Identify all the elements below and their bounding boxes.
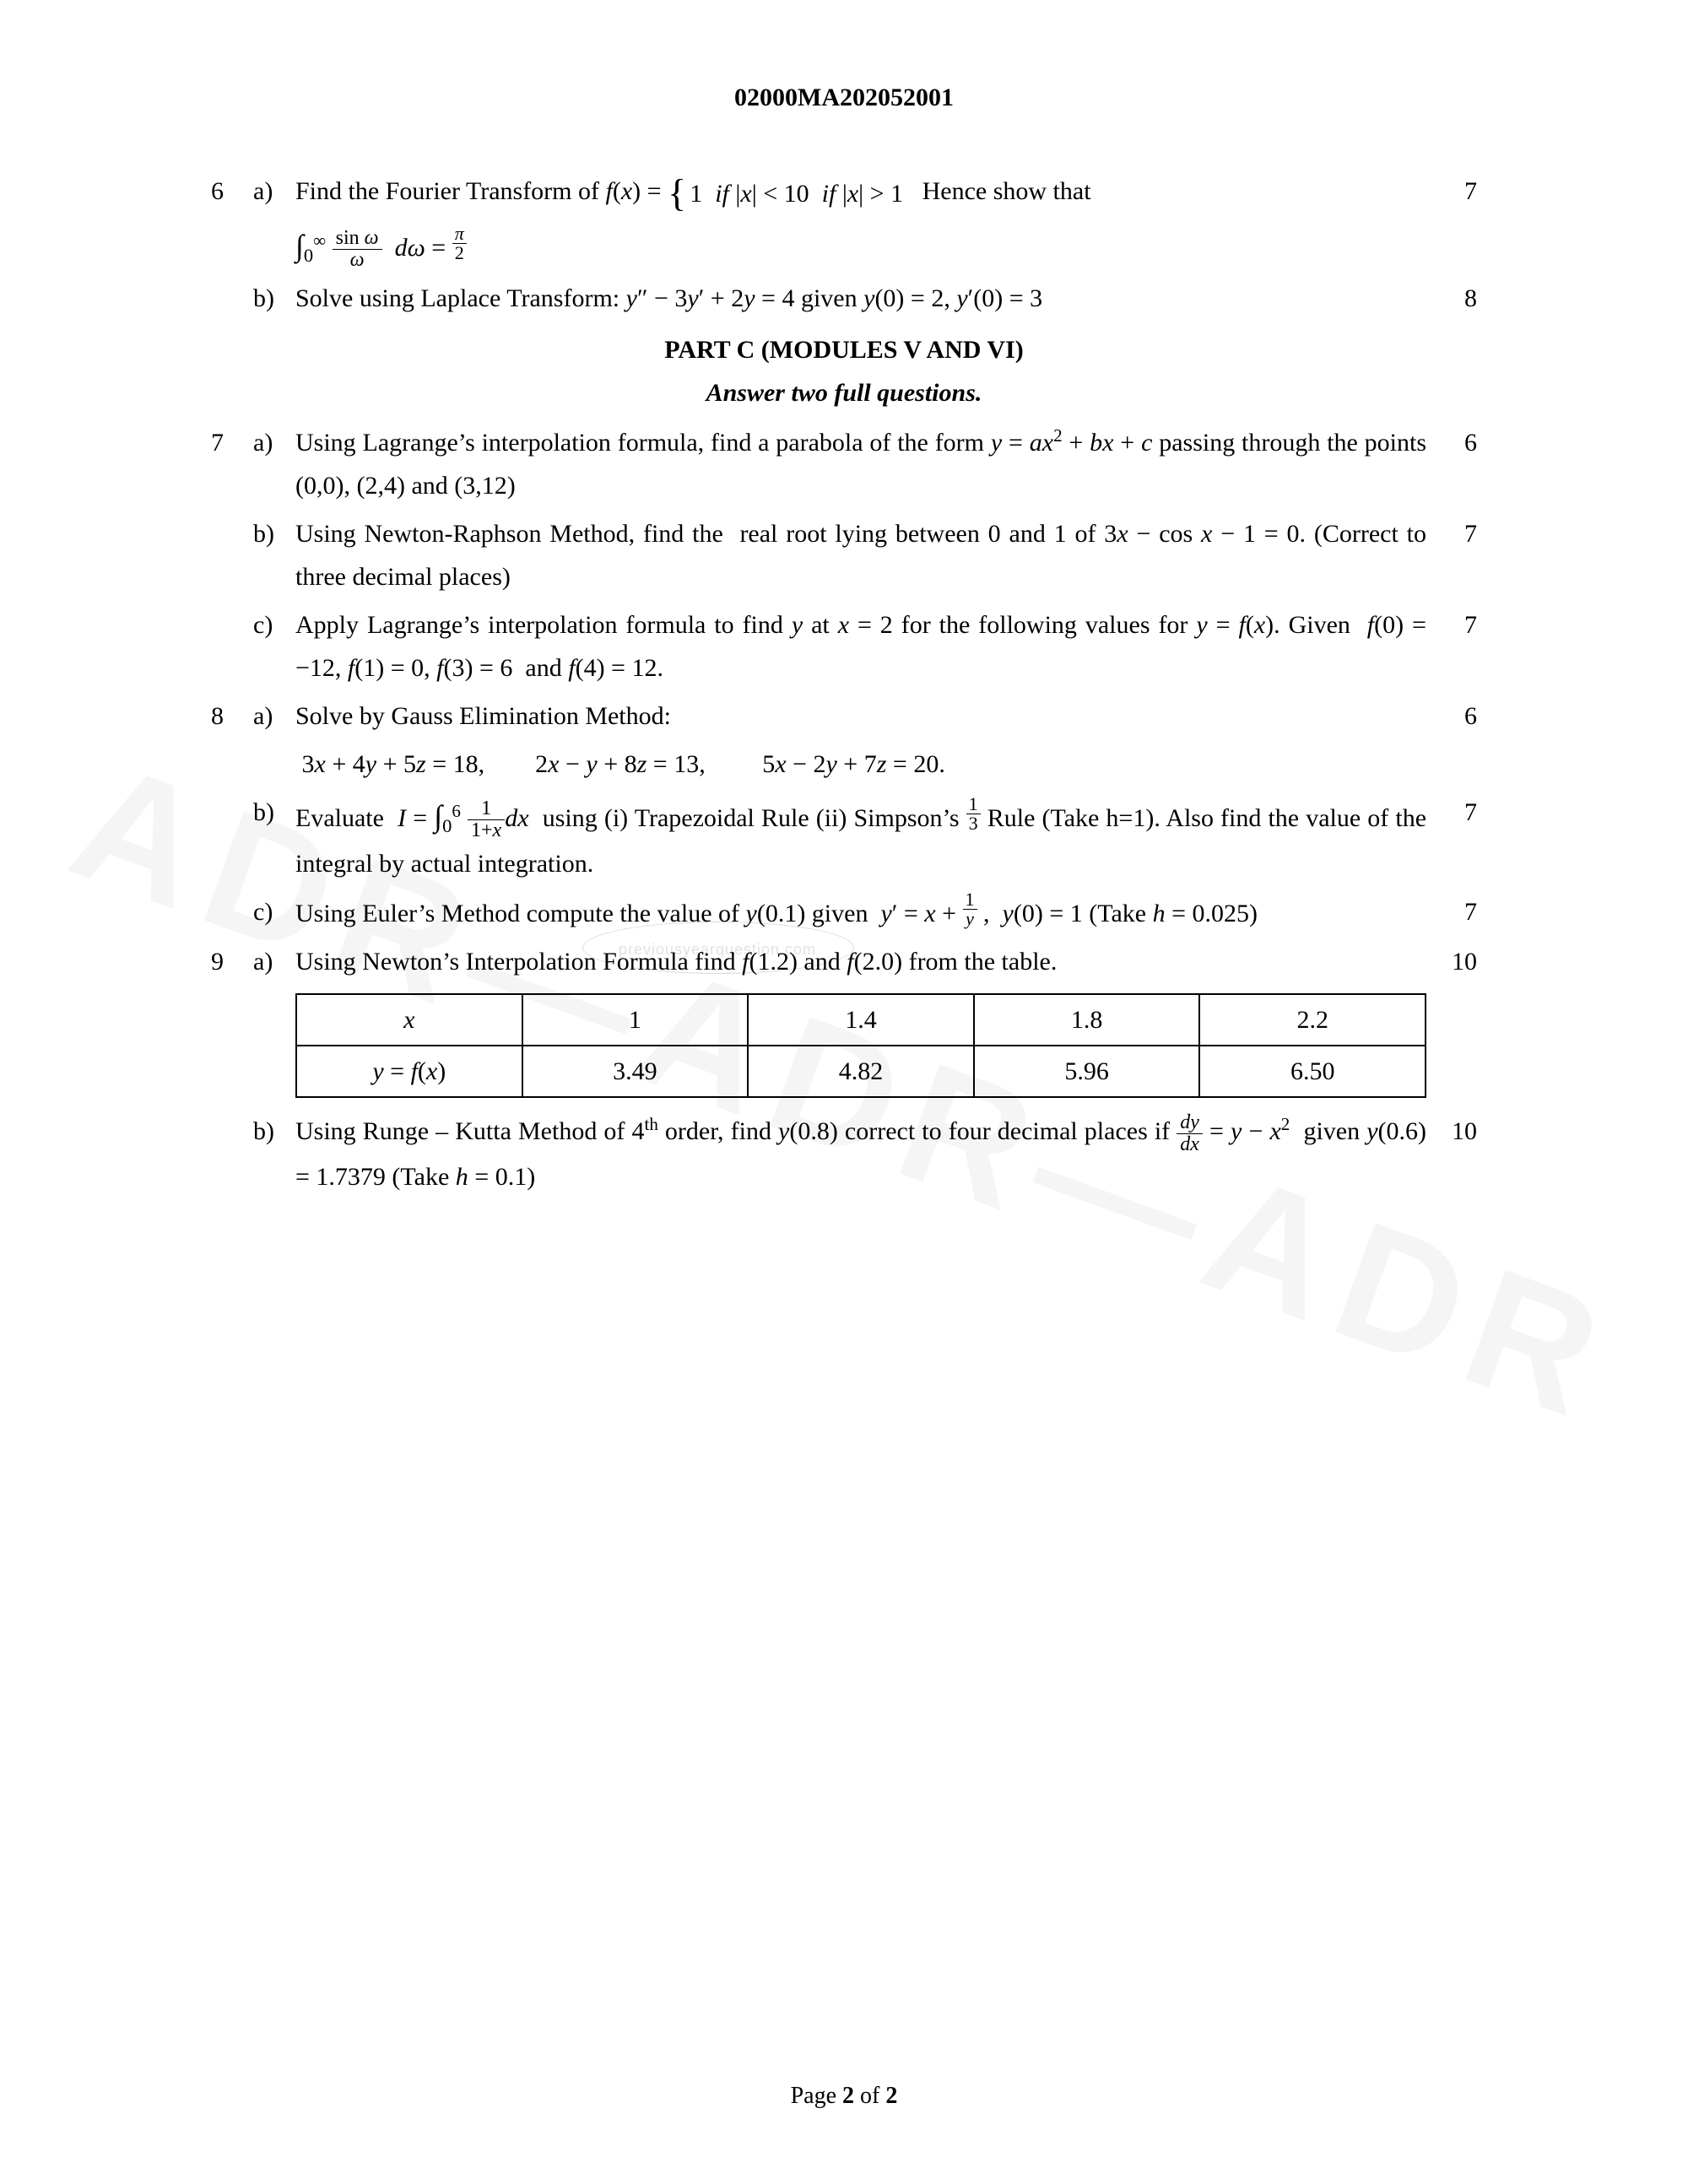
table-head-cell: 2.2 [1199, 994, 1426, 1046]
table-cell: 6.50 [1199, 1046, 1426, 1097]
question-text: Solve by Gauss Elimination Method: [295, 695, 1426, 738]
question-marks: 7 [1426, 603, 1477, 646]
question-marks: 7 [1426, 791, 1477, 834]
question-part: b) [253, 1110, 295, 1153]
question-marks: 10 [1426, 1110, 1477, 1153]
question-number: 9 [211, 940, 253, 983]
question-row: c)Apply Lagrange’s interpolation formula… [211, 603, 1477, 689]
question-marks: 7 [1426, 512, 1477, 555]
questions-container: 6a)Find the Fourier Transform of f(x) = … [211, 170, 1477, 1198]
question-number: 8 [211, 695, 253, 738]
table-head-cell: x [296, 994, 522, 1046]
page-number: 2 [842, 2083, 854, 2109]
question-part: b) [253, 512, 295, 555]
question-part: a) [253, 695, 295, 738]
question-marks: 8 [1426, 277, 1477, 320]
question-part: b) [253, 277, 295, 320]
question-text: Evaluate I = ∫06 11+xdx using (i) Trapez… [295, 791, 1426, 885]
question-part: c) [253, 890, 295, 933]
page-footer: Page 2 of 2 [0, 2076, 1688, 2116]
question-row: b)Evaluate I = ∫06 11+xdx using (i) Trap… [211, 791, 1477, 885]
question-text: Using Newton-Raphson Method, find the re… [295, 512, 1426, 598]
table-head-cell: 1.4 [748, 994, 974, 1046]
question-row: 7a)Using Lagrange’s interpolation formul… [211, 421, 1477, 507]
question-text-cont: 3x + 4y + 5z = 18, 2x − y + 8z = 13, 5x … [295, 743, 1426, 786]
question-text: Find the Fourier Transform of f(x) = {1 … [295, 170, 1426, 215]
question-marks: 6 [1426, 421, 1477, 464]
question-marks: 7 [1426, 890, 1477, 933]
section-title: PART C (MODULES V AND VI) [211, 328, 1477, 371]
data-table: x11.41.82.2 y = f(x)3.494.825.966.50 [295, 993, 1426, 1098]
question-row-cont: ∫0∞ sin ωω dω = π2 [211, 220, 1477, 272]
question-text: Using Lagrange’s interpolation formula, … [295, 421, 1426, 507]
question-marks: 7 [1426, 170, 1477, 213]
question-text: Using Runge – Kutta Method of 4th order,… [295, 1110, 1426, 1198]
question-number: 7 [211, 421, 253, 464]
table-cell: 3.49 [522, 1046, 749, 1097]
question-row: b)Using Newton-Raphson Method, find the … [211, 512, 1477, 598]
question-text: Solve using Laplace Transform: y″ − 3y′ … [295, 277, 1426, 320]
question-part: a) [253, 170, 295, 213]
page-total: 2 [885, 2083, 897, 2109]
section-subtitle: Answer two full questions. [211, 371, 1477, 414]
question-table-row: x11.41.82.2 y = f(x)3.494.825.966.50 [211, 988, 1477, 1105]
question-text: Apply Lagrange’s interpolation formula t… [295, 603, 1426, 689]
question-text: Using Euler’s Method compute the value o… [295, 890, 1426, 935]
table-cell: y = f(x) [296, 1046, 522, 1097]
question-row: 6a)Find the Fourier Transform of f(x) = … [211, 170, 1477, 215]
question-row: 8a)Solve by Gauss Elimination Method:6 [211, 695, 1477, 738]
question-part: a) [253, 940, 295, 983]
table-cell: 4.82 [748, 1046, 974, 1097]
table-head-cell: 1 [522, 994, 749, 1046]
question-text: Using Newton’s Interpolation Formula fin… [295, 940, 1426, 983]
table-head-cell: 1.8 [974, 994, 1200, 1046]
question-row: b)Solve using Laplace Transform: y″ − 3y… [211, 277, 1477, 320]
exam-page: ADR—ADR—ADR previousyearquestion.com 020… [0, 0, 1688, 2184]
question-row: c)Using Euler’s Method compute the value… [211, 890, 1477, 935]
paper-code: 02000MA202052001 [211, 76, 1477, 119]
question-row: b)Using Runge – Kutta Method of 4th orde… [211, 1110, 1477, 1198]
question-marks: 10 [1426, 940, 1477, 983]
question-number: 6 [211, 170, 253, 213]
question-part: b) [253, 791, 295, 834]
question-row-cont: 3x + 4y + 5z = 18, 2x − y + 8z = 13, 5x … [211, 743, 1477, 786]
question-text-cont: ∫0∞ sin ωω dω = π2 [295, 220, 1426, 272]
table-cell: 5.96 [974, 1046, 1200, 1097]
question-part: a) [253, 421, 295, 464]
question-marks: 6 [1426, 695, 1477, 738]
question-row: 9a)Using Newton’s Interpolation Formula … [211, 940, 1477, 983]
question-part: c) [253, 603, 295, 646]
